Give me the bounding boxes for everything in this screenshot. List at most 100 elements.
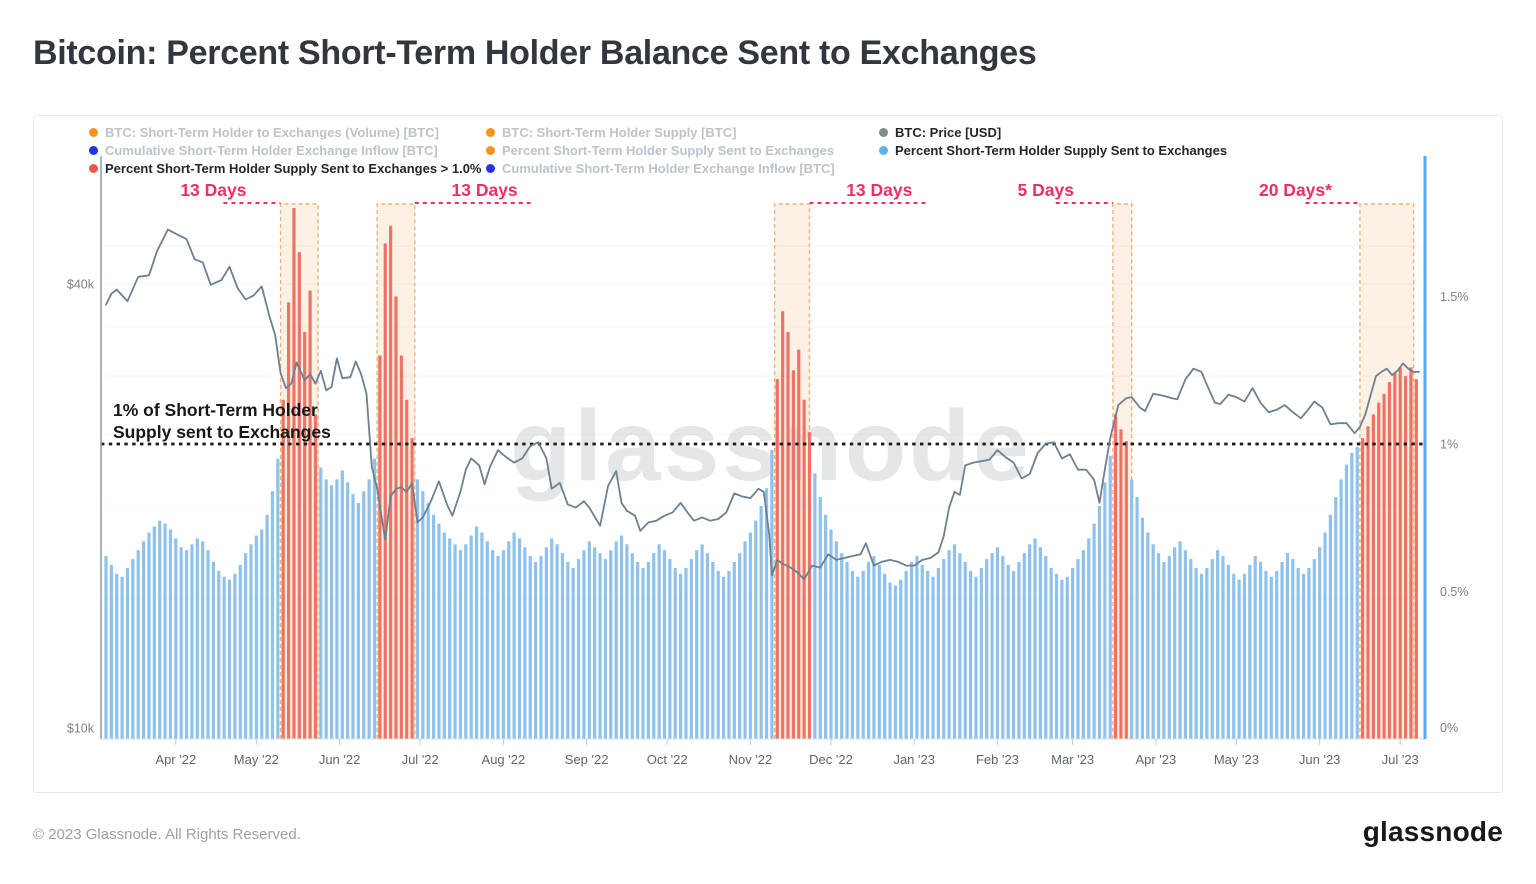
y-right-tick-label: 0% — [1440, 721, 1458, 735]
bar-blue — [1162, 562, 1166, 739]
bar-blue — [1108, 455, 1112, 739]
y-right-tick-label: 1.5% — [1440, 290, 1469, 304]
bar-red — [308, 290, 312, 739]
bar-blue — [823, 514, 828, 739]
bar-blue — [136, 550, 140, 739]
bar-blue — [227, 579, 232, 739]
bar-blue — [829, 529, 833, 739]
duration-label: 13 Days — [452, 180, 518, 200]
bar-blue — [550, 538, 554, 739]
bar-blue — [195, 538, 199, 739]
bar-blue — [603, 559, 608, 739]
bar-blue — [356, 503, 360, 739]
legend-item-label: BTC: Short-Term Holder to Exchanges (Vol… — [105, 124, 439, 140]
bar-blue — [689, 559, 693, 739]
legend-item[interactable]: Percent Short-Term Holder Supply Sent to… — [486, 143, 835, 158]
chart-plot-area[interactable]: glassnode 1% of Short-Term Holder Supply s… — [34, 116, 1502, 792]
bar-red — [786, 331, 790, 739]
legend-item[interactable]: BTC: Short-Term Holder Supply [BTC] — [486, 125, 835, 140]
bar-blue — [893, 585, 898, 739]
bar-blue — [652, 553, 656, 739]
bar-blue — [1001, 556, 1005, 739]
bar-blue — [480, 532, 484, 739]
legend-column-2: BTC: Short-Term Holder Supply [BTC] Perce… — [486, 125, 835, 176]
bar-blue — [1237, 579, 1241, 739]
x-tick-label: May '23 — [1214, 752, 1259, 767]
bar-red — [378, 355, 382, 739]
bar-blue — [512, 532, 516, 739]
legend-item[interactable]: Cumulative Short-Term Holder Exchange In… — [89, 143, 482, 158]
bar-blue — [936, 567, 940, 739]
y-right-tick-label: 1% — [1440, 438, 1458, 452]
bar-blue — [372, 458, 377, 739]
legend-dot-icon — [486, 127, 495, 137]
bar-blue — [329, 485, 334, 739]
bar-blue — [657, 544, 661, 739]
y-right-tick-label: 0.5% — [1440, 585, 1469, 599]
bar-blue — [845, 562, 849, 739]
bar-blue — [587, 541, 591, 739]
bar-blue — [909, 562, 914, 739]
bar-blue — [555, 544, 559, 739]
legend-dot-icon — [89, 127, 98, 137]
bar-blue — [1355, 446, 1359, 739]
bar-blue — [217, 570, 221, 739]
bar-blue — [1183, 550, 1187, 739]
legend-item[interactable]: BTC: Price [USD] — [879, 125, 1227, 140]
bar-blue — [1242, 573, 1247, 739]
bar-blue — [1318, 547, 1322, 739]
bar-red — [303, 331, 307, 739]
bar-blue — [469, 535, 473, 739]
bar-blue — [158, 520, 162, 739]
legend-dot-icon — [879, 145, 888, 155]
bar-blue — [1071, 567, 1075, 739]
bar-blue — [109, 564, 113, 739]
bar-blue — [507, 541, 511, 739]
x-tick-label: Apr '23 — [1135, 752, 1176, 767]
bar-red — [1414, 379, 1418, 739]
bar-blue — [743, 541, 747, 739]
bar-blue — [974, 576, 978, 739]
bar-blue — [899, 579, 903, 739]
bar-blue — [1146, 532, 1150, 739]
bar-blue — [1097, 505, 1102, 739]
x-tick-label: Jun '23 — [1299, 752, 1341, 767]
legend-item[interactable]: Cumulative Short-Term Holder Exchange In… — [486, 161, 835, 176]
bar-blue — [904, 570, 908, 739]
bar-blue — [952, 544, 957, 739]
x-tick-label: Apr '22 — [155, 752, 196, 767]
bar-blue — [1264, 570, 1268, 739]
legend-item[interactable]: Percent Short-Term Holder Supply Sent to… — [89, 161, 482, 176]
bar-blue — [598, 553, 602, 739]
bar-blue — [120, 576, 124, 739]
bar-blue — [1339, 479, 1343, 739]
bar-blue — [1167, 556, 1171, 739]
bar-blue — [201, 541, 205, 739]
bar-blue — [426, 503, 430, 739]
bar-blue — [619, 535, 624, 739]
bar-blue — [673, 567, 677, 739]
duration-label: 5 Days — [1018, 180, 1075, 200]
glassnode-watermark: glassnode — [510, 390, 1032, 502]
bar-blue — [684, 567, 688, 739]
bar-red — [1361, 438, 1365, 739]
bar-blue — [625, 544, 629, 739]
legend-item[interactable]: Percent Short-Term Holder Supply Sent to… — [879, 143, 1227, 158]
bar-blue — [1312, 559, 1316, 739]
bar-red — [1366, 426, 1370, 739]
bar-blue — [1323, 532, 1327, 739]
bar-blue — [1087, 538, 1091, 739]
x-tick-label: Mar '23 — [1051, 752, 1094, 767]
bar-red — [410, 438, 414, 739]
bar-blue — [179, 547, 183, 739]
bar-blue — [1076, 559, 1080, 739]
legend-column-3: BTC: Price [USD] Percent Short-Term Holde… — [879, 125, 1227, 158]
bar-blue — [979, 567, 983, 739]
bar-blue — [184, 550, 189, 739]
bar-blue — [501, 550, 505, 739]
legend-item[interactable]: BTC: Short-Term Holder to Exchanges (Vol… — [89, 124, 482, 140]
bar-blue — [125, 567, 130, 739]
bar-red — [1113, 414, 1118, 739]
bar-blue — [566, 562, 570, 739]
bar-blue — [748, 532, 753, 739]
